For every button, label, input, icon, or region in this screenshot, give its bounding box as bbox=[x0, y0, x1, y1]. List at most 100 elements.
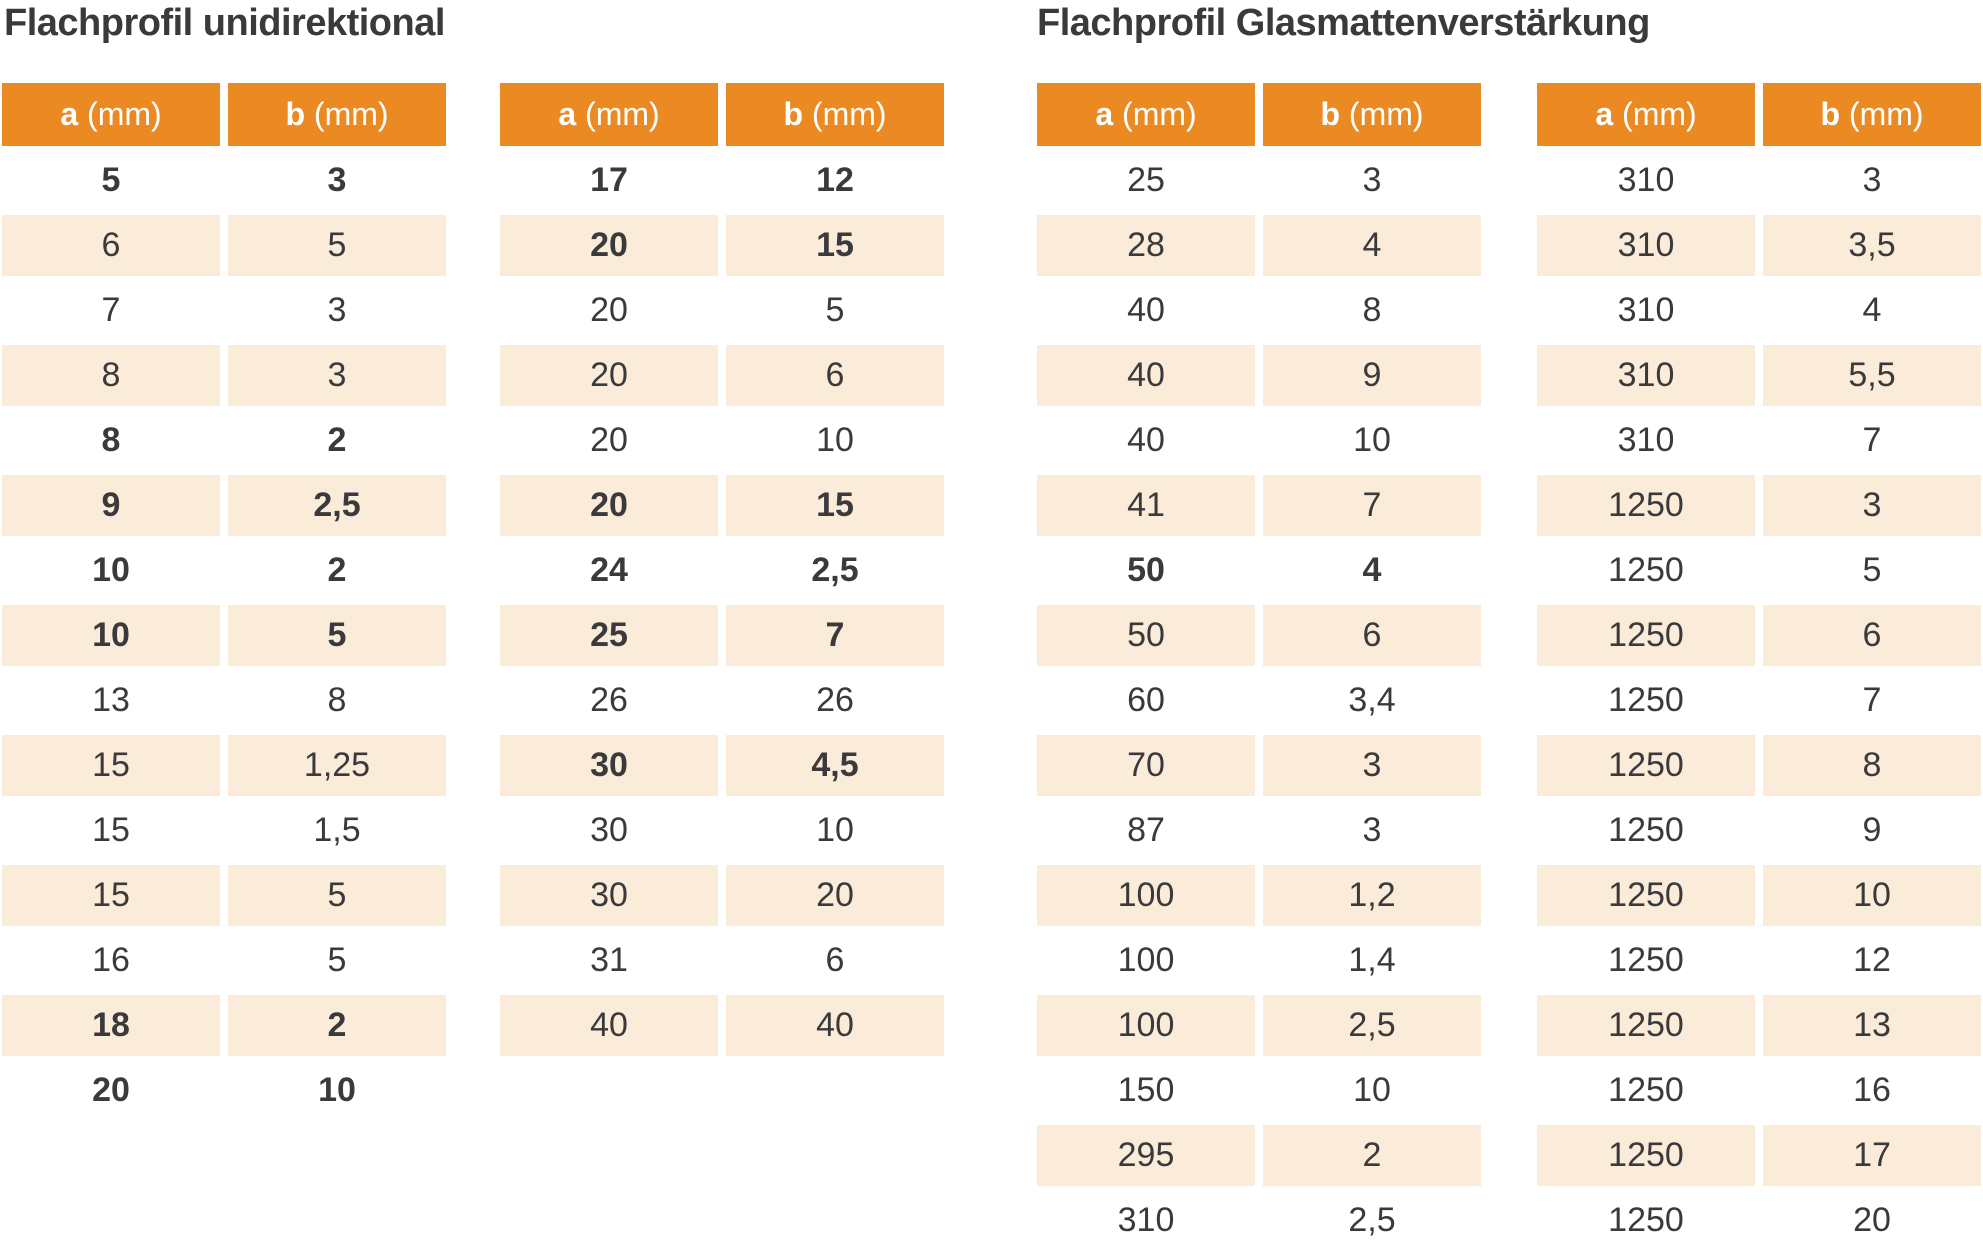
header-cell-a: a (mm) bbox=[2, 83, 220, 146]
cell-b: 5 bbox=[228, 605, 446, 666]
header-key: b bbox=[285, 96, 306, 132]
cell-a: 1250 bbox=[1537, 1190, 1755, 1251]
cell-a: 20 bbox=[500, 345, 718, 406]
dimensions-table-glasmatten-1: a (mm) b (mm) 25 3 28 4 40 8 40 9 40 10 41 7 50 4 50 6 60 3… bbox=[1037, 83, 1481, 1251]
header-cell-a: a (mm) bbox=[500, 83, 718, 146]
cell-a: 1250 bbox=[1537, 800, 1755, 861]
cell-a: 8 bbox=[2, 345, 220, 406]
cell-a: 20 bbox=[500, 410, 718, 471]
cell-a: 10 bbox=[2, 605, 220, 666]
cell-b: 20 bbox=[726, 865, 944, 926]
header-unit: (mm) bbox=[78, 96, 162, 132]
header-unit: (mm) bbox=[1840, 96, 1924, 132]
dimensions-table-unidirektional-1: a (mm) b (mm) 5 3 6 5 7 3 8 3 8 2 9 2,5 10 2 10 5 13 8 15 1,2… bbox=[2, 83, 446, 1121]
cell-b: 4 bbox=[1263, 215, 1481, 276]
cell-a: 150 bbox=[1037, 1060, 1255, 1121]
cell-a: 28 bbox=[1037, 215, 1255, 276]
cell-a: 25 bbox=[1037, 150, 1255, 211]
cell-b: 10 bbox=[1763, 865, 1981, 926]
cell-a: 24 bbox=[500, 540, 718, 601]
cell-a: 9 bbox=[2, 475, 220, 536]
cell-a: 10 bbox=[2, 540, 220, 601]
cell-a: 40 bbox=[1037, 410, 1255, 471]
cell-b: 12 bbox=[1763, 930, 1981, 991]
cell-b: 5 bbox=[1763, 540, 1981, 601]
cell-a: 1250 bbox=[1537, 605, 1755, 666]
cell-a: 1250 bbox=[1537, 540, 1755, 601]
cell-b: 8 bbox=[228, 670, 446, 731]
cell-b: 3 bbox=[228, 280, 446, 341]
cell-b: 5 bbox=[228, 865, 446, 926]
cell-a: 40 bbox=[1037, 280, 1255, 341]
cell-a: 87 bbox=[1037, 800, 1255, 861]
header-key: b bbox=[1320, 96, 1341, 132]
cell-b: 1,2 bbox=[1263, 865, 1481, 926]
cell-b: 2,5 bbox=[228, 475, 446, 536]
cell-b: 1,5 bbox=[228, 800, 446, 861]
cell-b: 6 bbox=[726, 345, 944, 406]
cell-b: 9 bbox=[1263, 345, 1481, 406]
cell-a: 310 bbox=[1537, 215, 1755, 276]
cell-a: 310 bbox=[1537, 150, 1755, 211]
cell-a: 17 bbox=[500, 150, 718, 211]
cell-b: 4 bbox=[1763, 280, 1981, 341]
cell-a: 5 bbox=[2, 150, 220, 211]
header-key: a bbox=[60, 96, 79, 132]
cell-b: 1,25 bbox=[228, 735, 446, 796]
cell-b: 8 bbox=[1263, 280, 1481, 341]
cell-a: 30 bbox=[500, 800, 718, 861]
cell-a: 70 bbox=[1037, 735, 1255, 796]
header-cell-b: b (mm) bbox=[1763, 83, 1981, 146]
cell-b: 10 bbox=[726, 800, 944, 861]
cell-a: 310 bbox=[1537, 410, 1755, 471]
header-cell-b: b (mm) bbox=[228, 83, 446, 146]
header-unit: (mm) bbox=[1113, 96, 1197, 132]
cell-a: 18 bbox=[2, 995, 220, 1056]
header-key: b bbox=[783, 96, 804, 132]
cell-b: 7 bbox=[1763, 410, 1981, 471]
cell-b: 3 bbox=[1263, 735, 1481, 796]
cell-b: 3,4 bbox=[1263, 670, 1481, 731]
cell-b: 6 bbox=[726, 930, 944, 991]
cell-b: 5 bbox=[726, 280, 944, 341]
cell-b: 9 bbox=[1763, 800, 1981, 861]
cell-b: 3 bbox=[228, 345, 446, 406]
cell-a: 1250 bbox=[1537, 865, 1755, 926]
cell-b: 4 bbox=[1263, 540, 1481, 601]
cell-b: 6 bbox=[1263, 605, 1481, 666]
cell-a: 8 bbox=[2, 410, 220, 471]
section-title-flachprofil-glasmattenverstaerkung: Flachprofil Glasmattenverstärkung bbox=[1037, 2, 1650, 44]
cell-b: 3 bbox=[1763, 150, 1981, 211]
cell-a: 15 bbox=[2, 865, 220, 926]
cell-a: 30 bbox=[500, 735, 718, 796]
header-cell-a: a (mm) bbox=[1537, 83, 1755, 146]
cell-b: 12 bbox=[726, 150, 944, 211]
cell-a: 100 bbox=[1037, 930, 1255, 991]
header-cell-b: b (mm) bbox=[726, 83, 944, 146]
header-unit: (mm) bbox=[305, 96, 389, 132]
cell-b: 2 bbox=[228, 410, 446, 471]
cell-b: 2 bbox=[228, 995, 446, 1056]
cell-b: 2,5 bbox=[726, 540, 944, 601]
cell-a: 15 bbox=[2, 735, 220, 796]
cell-b: 6 bbox=[1763, 605, 1981, 666]
cell-b: 15 bbox=[726, 475, 944, 536]
cell-a: 1250 bbox=[1537, 930, 1755, 991]
cell-a: 1250 bbox=[1537, 735, 1755, 796]
cell-b: 20 bbox=[1763, 1190, 1981, 1251]
cell-b: 3,5 bbox=[1763, 215, 1981, 276]
header-key: b bbox=[1820, 96, 1841, 132]
cell-a: 1250 bbox=[1537, 1125, 1755, 1186]
cell-b: 7 bbox=[726, 605, 944, 666]
cell-a: 1250 bbox=[1537, 670, 1755, 731]
cell-b: 40 bbox=[726, 995, 944, 1056]
cell-a: 40 bbox=[500, 995, 718, 1056]
cell-a: 310 bbox=[1537, 280, 1755, 341]
cell-b: 10 bbox=[726, 410, 944, 471]
header-key: a bbox=[1095, 96, 1114, 132]
cell-b: 3 bbox=[1263, 800, 1481, 861]
cell-a: 60 bbox=[1037, 670, 1255, 731]
cell-b: 3 bbox=[1263, 150, 1481, 211]
cell-b: 2,5 bbox=[1263, 1190, 1481, 1251]
